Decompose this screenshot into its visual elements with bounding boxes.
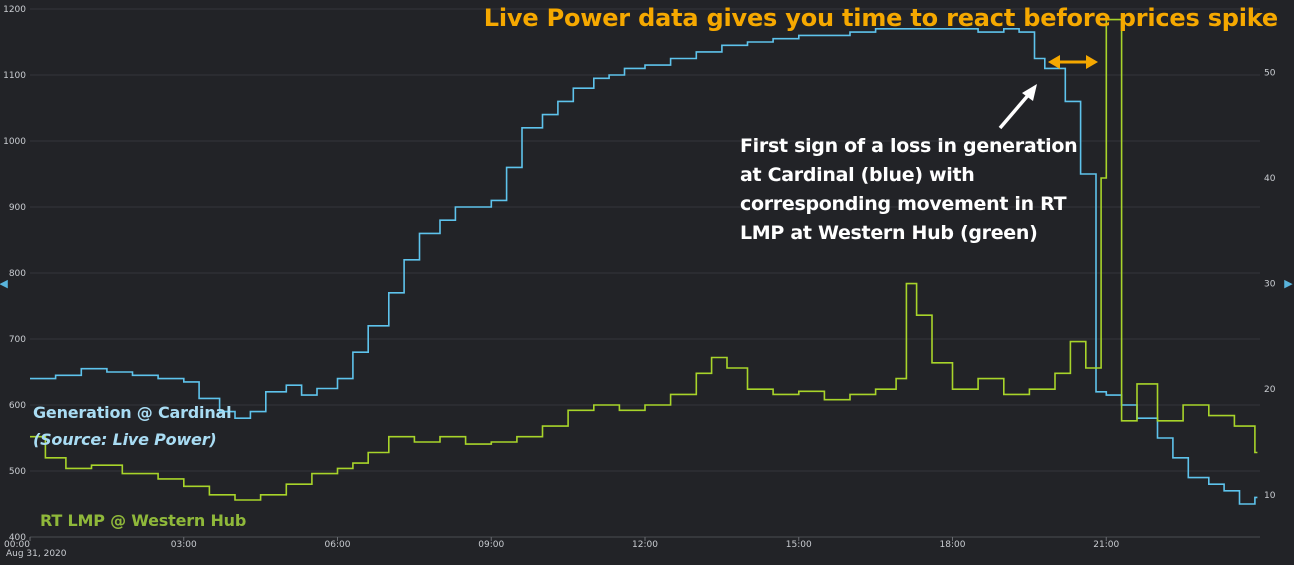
right-tick-label: 40 [1264, 174, 1276, 184]
left-tick-label: 600 [9, 401, 26, 411]
lmp-series-line [30, 18, 1258, 501]
x-tick-label: 15:00 [786, 540, 812, 550]
x-tick-label: 12:00 [632, 540, 658, 550]
generation-source-label: (Source: Live Power) [33, 430, 217, 449]
x-tick-label: 18:00 [940, 540, 966, 550]
left-tick-label: 900 [9, 203, 26, 213]
gap-arrow-icon [1048, 55, 1098, 69]
right-tick-label: 30 [1264, 280, 1276, 290]
left-axis-ticks: 400 500 600 700 800 900 1000 1100 1200 [3, 5, 26, 543]
left-tick-label: 700 [9, 335, 26, 345]
x-axis-ticks: 00:00 03:00 06:00 09:00 12:00 15:00 18:00 21:00 [4, 537, 1119, 550]
annotation-line: First sign of a loss in generation [740, 135, 1078, 157]
x-tick-label: 06:00 [325, 540, 351, 550]
right-axis-ticks: 10 20 30 40 50 [1264, 68, 1276, 500]
left-tick-label: 1200 [3, 5, 26, 15]
nav-left-arrow-icon[interactable]: ◂ [0, 275, 8, 292]
right-tick-label: 10 [1264, 491, 1276, 501]
annotation-line: at Cardinal (blue) with [740, 164, 975, 186]
annotation-line: corresponding movement in RT [740, 193, 1067, 215]
generation-series-line [30, 28, 1258, 505]
left-tick-label: 1000 [3, 137, 26, 147]
left-tick-label: 400 [9, 533, 26, 543]
right-tick-label: 20 [1264, 385, 1276, 395]
chart-headline: Live Power data gives you time to react … [483, 4, 1278, 32]
left-tick-label: 1100 [3, 71, 26, 81]
lmp-series-label: RT LMP @ Western Hub [40, 511, 247, 530]
x-tick-label: 03:00 [171, 540, 197, 550]
x-tick-label: 21:00 [1093, 540, 1119, 550]
annotation-text: First sign of a loss in generation at Ca… [740, 132, 1080, 248]
nav-right-arrow-icon[interactable]: ▸ [1284, 275, 1292, 292]
x-tick-label: 09:00 [478, 540, 504, 550]
series-layer [30, 18, 1258, 505]
x-tick-label: 00:00 [4, 540, 30, 550]
left-tick-label: 800 [9, 269, 26, 279]
left-tick-label: 500 [9, 467, 26, 477]
gridlines [30, 8, 1260, 538]
pointer-arrow-icon [998, 84, 1037, 130]
annotation-line: LMP at Western Hub (green) [740, 222, 1038, 244]
generation-series-label: Generation @ Cardinal [33, 403, 232, 422]
right-tick-label: 50 [1264, 68, 1276, 78]
x-axis-date-label: Aug 31, 2020 [6, 549, 67, 559]
